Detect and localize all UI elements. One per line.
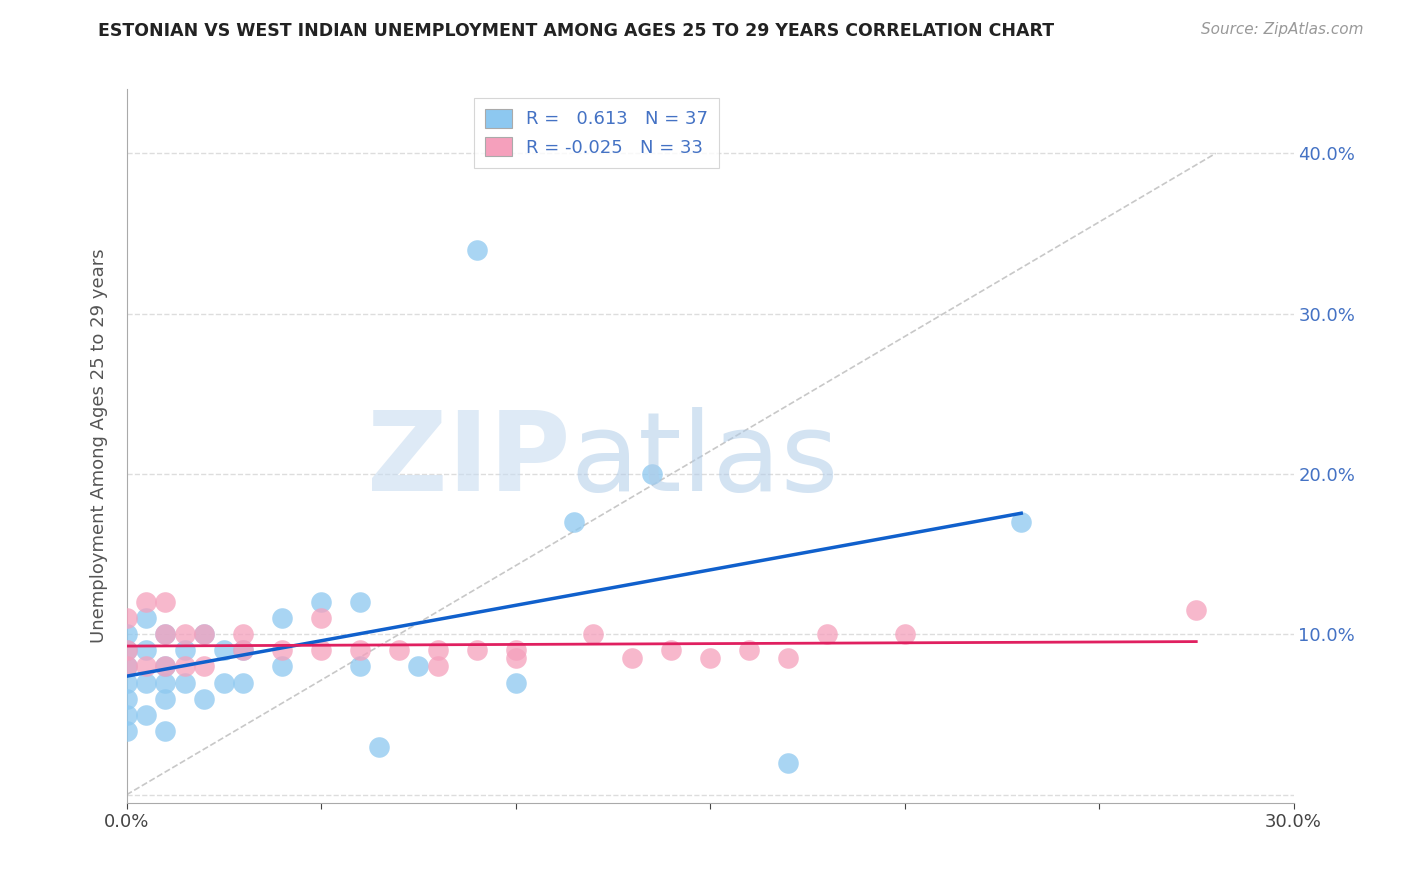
Point bbox=[505, 643, 527, 657]
Point bbox=[155, 675, 177, 690]
Point bbox=[699, 651, 721, 665]
Point bbox=[174, 659, 197, 673]
Text: ESTONIAN VS WEST INDIAN UNEMPLOYMENT AMONG AGES 25 TO 29 YEARS CORRELATION CHART: ESTONIAN VS WEST INDIAN UNEMPLOYMENT AMO… bbox=[98, 22, 1054, 40]
Point bbox=[115, 643, 138, 657]
Point bbox=[309, 611, 332, 625]
Point bbox=[155, 627, 177, 641]
Point bbox=[115, 659, 138, 673]
Text: atlas: atlas bbox=[569, 407, 838, 514]
Point bbox=[155, 659, 177, 673]
Point bbox=[505, 651, 527, 665]
Point bbox=[115, 723, 138, 738]
Point bbox=[349, 643, 371, 657]
Point bbox=[174, 675, 197, 690]
Point bbox=[271, 659, 294, 673]
Point bbox=[309, 643, 332, 657]
Point bbox=[426, 659, 449, 673]
Point bbox=[193, 659, 215, 673]
Point bbox=[135, 675, 157, 690]
Text: ZIP: ZIP bbox=[367, 407, 569, 514]
Point bbox=[1010, 515, 1032, 529]
Point bbox=[776, 651, 799, 665]
Point bbox=[115, 707, 138, 722]
Point bbox=[155, 691, 177, 706]
Point bbox=[893, 627, 915, 641]
Point bbox=[115, 627, 138, 641]
Point bbox=[115, 675, 138, 690]
Point bbox=[174, 627, 197, 641]
Point bbox=[232, 627, 254, 641]
Point bbox=[135, 595, 157, 609]
Point bbox=[408, 659, 430, 673]
Point bbox=[155, 627, 177, 641]
Point bbox=[193, 627, 215, 641]
Point bbox=[738, 643, 761, 657]
Point bbox=[388, 643, 411, 657]
Point bbox=[174, 643, 197, 657]
Point bbox=[155, 659, 177, 673]
Point bbox=[232, 675, 254, 690]
Point bbox=[115, 691, 138, 706]
Point bbox=[505, 675, 527, 690]
Point bbox=[193, 691, 215, 706]
Point bbox=[115, 643, 138, 657]
Point bbox=[271, 611, 294, 625]
Point bbox=[271, 643, 294, 657]
Point bbox=[426, 643, 449, 657]
Text: Source: ZipAtlas.com: Source: ZipAtlas.com bbox=[1201, 22, 1364, 37]
Point bbox=[349, 659, 371, 673]
Point bbox=[135, 707, 157, 722]
Point bbox=[135, 611, 157, 625]
Point bbox=[309, 595, 332, 609]
Point bbox=[641, 467, 664, 481]
Point bbox=[155, 595, 177, 609]
Point bbox=[115, 659, 138, 673]
Point bbox=[776, 756, 799, 770]
Point bbox=[135, 643, 157, 657]
Point bbox=[465, 643, 488, 657]
Point bbox=[621, 651, 644, 665]
Point bbox=[212, 643, 235, 657]
Y-axis label: Unemployment Among Ages 25 to 29 years: Unemployment Among Ages 25 to 29 years bbox=[90, 249, 108, 643]
Point bbox=[212, 675, 235, 690]
Point bbox=[232, 643, 254, 657]
Point bbox=[115, 611, 138, 625]
Point bbox=[349, 595, 371, 609]
Point bbox=[368, 739, 391, 754]
Point bbox=[135, 659, 157, 673]
Point bbox=[155, 723, 177, 738]
Point bbox=[193, 627, 215, 641]
Point bbox=[815, 627, 838, 641]
Point bbox=[1185, 603, 1208, 617]
Point bbox=[232, 643, 254, 657]
Point bbox=[659, 643, 682, 657]
Point bbox=[582, 627, 605, 641]
Point bbox=[562, 515, 585, 529]
Point bbox=[465, 243, 488, 257]
